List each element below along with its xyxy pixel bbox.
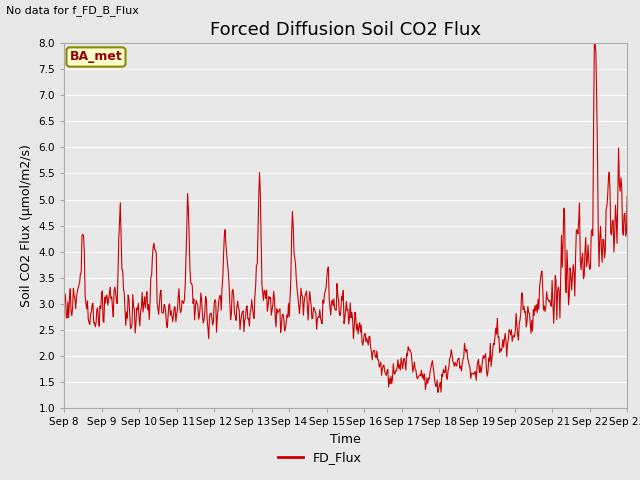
Y-axis label: Soil CO2 Flux (μmol/m2/s): Soil CO2 Flux (μmol/m2/s): [20, 144, 33, 307]
Text: BA_met: BA_met: [70, 50, 122, 63]
Title: Forced Diffusion Soil CO2 Flux: Forced Diffusion Soil CO2 Flux: [210, 21, 481, 39]
Legend: FD_Flux: FD_Flux: [273, 446, 367, 469]
Text: No data for f_FD_B_Flux: No data for f_FD_B_Flux: [6, 5, 140, 16]
X-axis label: Time: Time: [330, 432, 361, 445]
